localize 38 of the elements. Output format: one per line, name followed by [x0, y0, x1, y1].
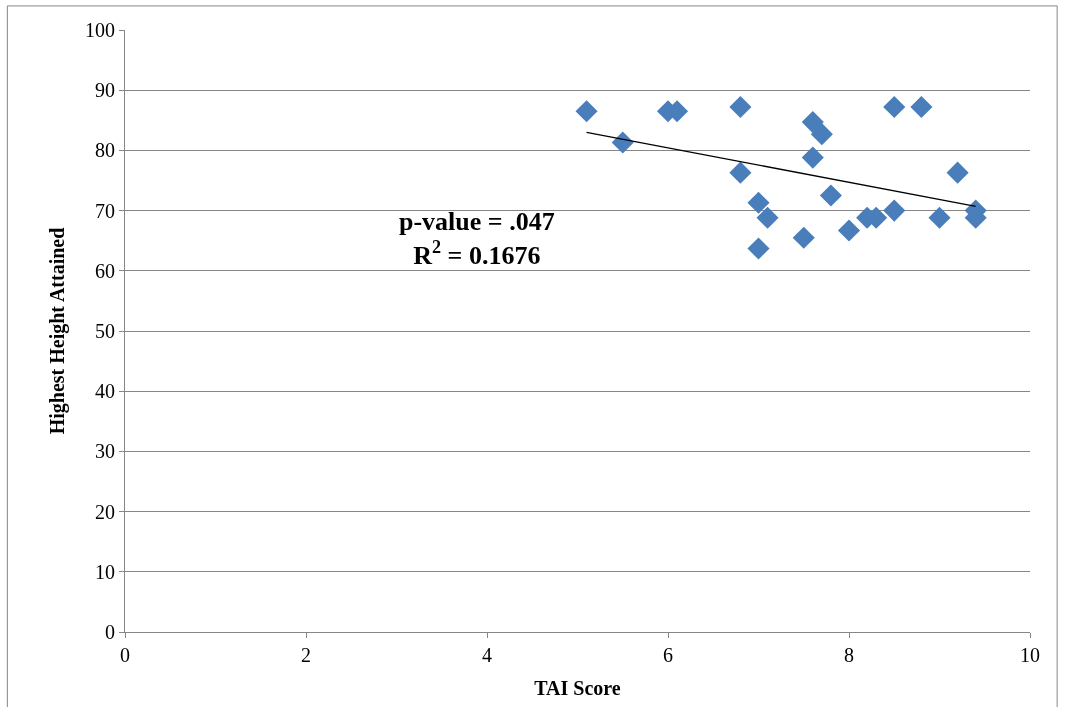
x-tick-label: 6: [663, 644, 673, 666]
y-tick-label: 80: [95, 139, 115, 162]
y-axis-title: Highest Height Attained: [45, 227, 69, 435]
point: [883, 199, 906, 222]
point: [810, 123, 833, 146]
point: [928, 206, 951, 229]
x-tick-label: 8: [844, 644, 854, 666]
point: [801, 146, 824, 169]
y-tick-label: 100: [85, 19, 115, 41]
x-tick-label: 2: [301, 644, 311, 666]
y-tick-label: 60: [95, 259, 115, 282]
y-tick-label: 0: [105, 621, 115, 643]
point: [792, 226, 815, 249]
annotation: p-value = .047 R$^{2}$ = 0.1676: [399, 207, 555, 270]
y-tick-label: 10: [95, 560, 115, 583]
point: [611, 131, 634, 154]
point: [801, 111, 824, 134]
y-tick-label: 90: [95, 79, 115, 102]
point: [747, 191, 770, 214]
point: [756, 206, 779, 229]
x-tick-label: 4: [482, 644, 492, 666]
x-tick-label: 0: [120, 644, 130, 666]
point: [883, 96, 906, 119]
y-tick-label: 40: [95, 380, 115, 403]
point: [729, 161, 752, 184]
point: [747, 237, 770, 260]
point: [910, 96, 933, 119]
x-tick-label: 10: [1020, 644, 1040, 666]
y-tick-label: 50: [95, 320, 115, 342]
y-tick-label: 30: [95, 440, 115, 463]
point: [946, 161, 969, 184]
point: [819, 184, 842, 207]
point: [729, 96, 752, 119]
point: [575, 100, 598, 123]
y-tick-label: 70: [95, 199, 115, 222]
y-tick-label: 20: [95, 500, 115, 523]
point: [837, 219, 861, 242]
x-axis-title: TAI Score: [534, 676, 621, 699]
